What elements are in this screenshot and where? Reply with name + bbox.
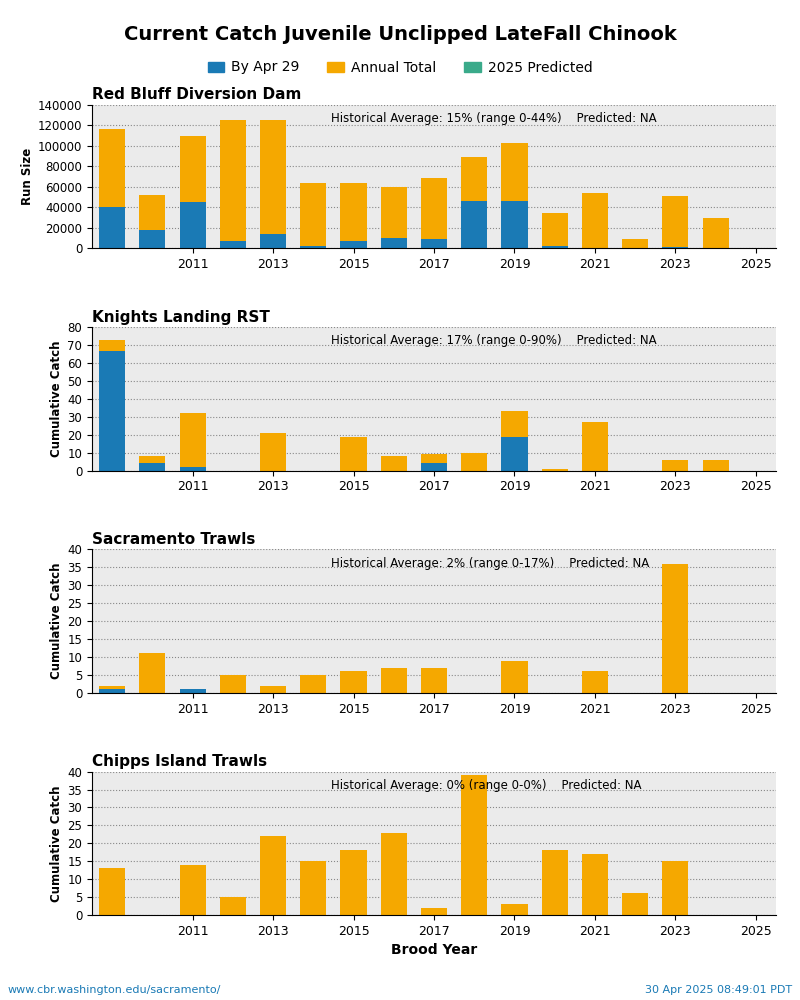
Bar: [582, 193, 608, 248]
Text: Chipps Island Trawls: Chipps Island Trawls: [92, 754, 267, 769]
Bar: [421, 668, 447, 693]
Bar: [381, 238, 407, 248]
Bar: [139, 463, 166, 471]
X-axis label: Brood Year: Brood Year: [391, 943, 477, 957]
Text: Historical Average: 2% (range 0-17%)    Predicted: NA: Historical Average: 2% (range 0-17%) Pre…: [331, 557, 650, 570]
Bar: [99, 340, 125, 351]
Bar: [662, 247, 689, 248]
Text: Sacramento Trawls: Sacramento Trawls: [92, 532, 255, 547]
Bar: [300, 861, 326, 915]
Bar: [139, 230, 166, 248]
Bar: [341, 671, 366, 693]
Bar: [99, 868, 125, 915]
Bar: [300, 246, 326, 248]
Bar: [260, 433, 286, 471]
Bar: [662, 861, 689, 915]
Bar: [179, 136, 206, 202]
Bar: [582, 671, 608, 693]
Bar: [502, 661, 527, 693]
Bar: [99, 689, 125, 693]
Bar: [461, 775, 487, 915]
Bar: [139, 456, 166, 463]
Bar: [542, 469, 568, 471]
Bar: [421, 178, 447, 239]
Bar: [622, 893, 648, 915]
Bar: [220, 120, 246, 241]
Bar: [662, 564, 689, 693]
Bar: [139, 653, 166, 693]
Bar: [179, 865, 206, 915]
Bar: [381, 187, 407, 238]
Y-axis label: Run Size: Run Size: [21, 148, 34, 205]
Bar: [502, 437, 527, 471]
Bar: [99, 351, 125, 471]
Bar: [421, 463, 447, 471]
Bar: [542, 246, 568, 248]
Text: Knights Landing RST: Knights Landing RST: [92, 310, 270, 325]
Text: Historical Average: 0% (range 0-0%)    Predicted: NA: Historical Average: 0% (range 0-0%) Pred…: [331, 779, 642, 792]
Bar: [179, 467, 206, 471]
Bar: [582, 854, 608, 915]
Bar: [502, 904, 527, 915]
Bar: [502, 411, 527, 437]
Bar: [300, 675, 326, 693]
Bar: [421, 908, 447, 915]
Bar: [179, 202, 206, 248]
Bar: [381, 833, 407, 915]
Bar: [582, 422, 608, 471]
Bar: [300, 183, 326, 246]
Bar: [341, 183, 366, 241]
Bar: [179, 413, 206, 467]
Bar: [502, 143, 527, 201]
Y-axis label: Cumulative Catch: Cumulative Catch: [50, 341, 63, 457]
Bar: [421, 239, 447, 248]
Bar: [260, 686, 286, 693]
Bar: [461, 453, 487, 471]
Bar: [662, 196, 689, 247]
Text: 30 Apr 2025 08:49:01 PDT: 30 Apr 2025 08:49:01 PDT: [645, 985, 792, 995]
Bar: [260, 836, 286, 915]
Text: Historical Average: 15% (range 0-44%)    Predicted: NA: Historical Average: 15% (range 0-44%) Pr…: [331, 112, 657, 125]
Bar: [341, 241, 366, 248]
Bar: [341, 437, 366, 471]
Bar: [179, 689, 206, 693]
Bar: [139, 195, 166, 230]
Bar: [542, 850, 568, 915]
Bar: [220, 241, 246, 248]
Bar: [99, 686, 125, 689]
Bar: [381, 668, 407, 693]
Bar: [502, 201, 527, 248]
Bar: [341, 850, 366, 915]
Bar: [220, 897, 246, 915]
Bar: [99, 207, 125, 248]
Bar: [381, 456, 407, 471]
Bar: [702, 218, 729, 248]
Text: Current Catch Juvenile Unclipped LateFall Chinook: Current Catch Juvenile Unclipped LateFal…: [124, 25, 676, 44]
Bar: [662, 460, 689, 471]
Bar: [622, 239, 648, 248]
Bar: [260, 234, 286, 248]
Legend: By Apr 29, Annual Total, 2025 Predicted: By Apr 29, Annual Total, 2025 Predicted: [202, 55, 598, 80]
Bar: [461, 157, 487, 201]
Text: www.cbr.washington.edu/sacramento/: www.cbr.washington.edu/sacramento/: [8, 985, 222, 995]
Y-axis label: Cumulative Catch: Cumulative Catch: [50, 785, 63, 902]
Bar: [542, 213, 568, 246]
Bar: [220, 675, 246, 693]
Text: Historical Average: 17% (range 0-90%)    Predicted: NA: Historical Average: 17% (range 0-90%) Pr…: [331, 334, 657, 347]
Text: Red Bluff Diversion Dam: Red Bluff Diversion Dam: [92, 87, 302, 102]
Bar: [99, 129, 125, 207]
Bar: [702, 460, 729, 471]
Y-axis label: Cumulative Catch: Cumulative Catch: [50, 563, 63, 679]
Bar: [461, 201, 487, 248]
Bar: [421, 454, 447, 463]
Bar: [260, 120, 286, 234]
